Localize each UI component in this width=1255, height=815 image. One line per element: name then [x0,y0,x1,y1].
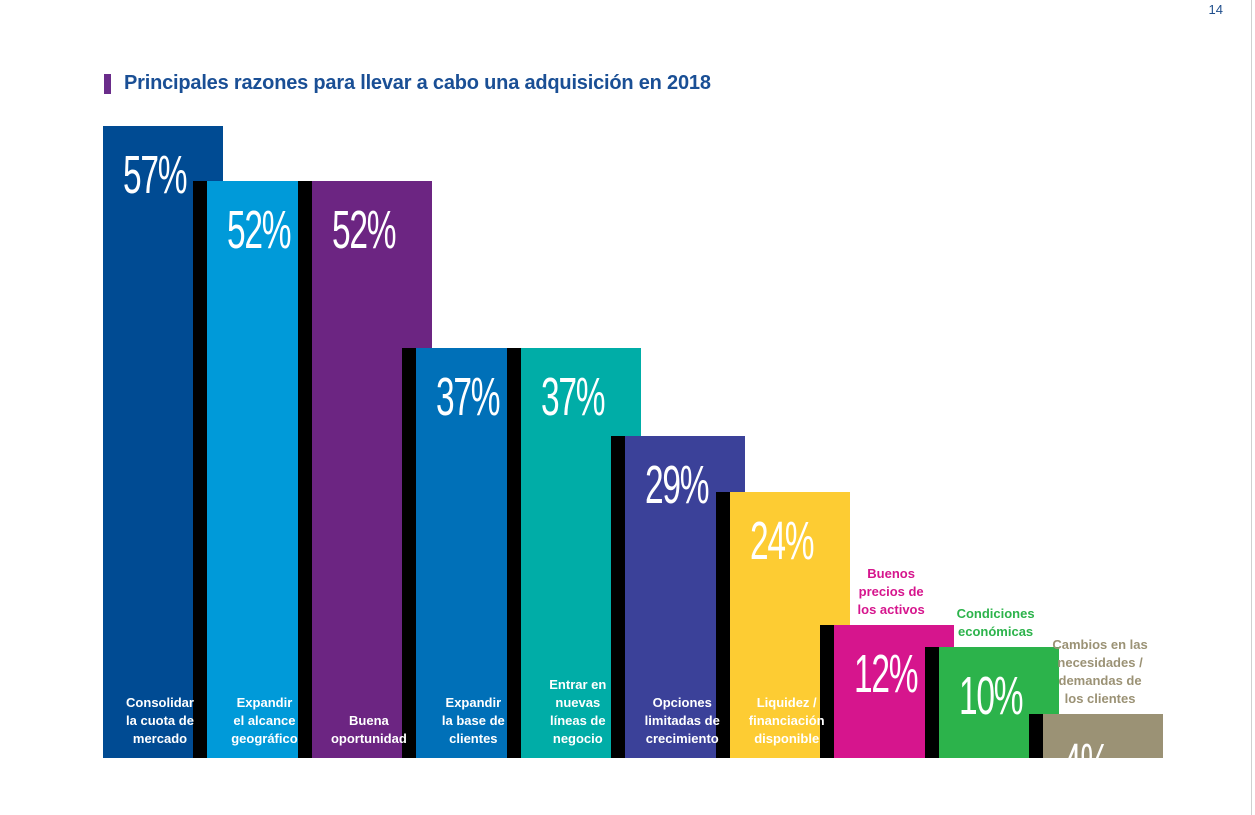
category-label-line: la base de [441,713,505,728]
category-label-line: Consolidar [126,695,194,710]
category-label-line: demandas de [1058,672,1142,688]
value-label: 52% [227,200,292,261]
bar-shadow [402,347,417,758]
value-label: 12% [854,643,919,704]
chart-title: Principales razones para llevar a cabo u… [124,72,711,94]
value-label: 10% [958,666,1024,727]
category-label: Liquidez / financiación disponible [727,694,847,748]
category-label: Consolidar la cuota de mercado [100,694,220,748]
value-label: 57% [123,145,188,205]
bar-shadow [297,181,312,758]
category-label-line: los clientes [1064,690,1136,706]
category-label: Expandir el alcance geográfico [204,694,324,748]
category-label-line: precios de [858,583,924,599]
category-label-line: mercado [132,731,188,746]
page-edge [1251,0,1252,815]
category-label-line: necesidades / [1057,654,1143,670]
category-label: Expandir la base de clientes [413,694,533,748]
category-label-line: Buena [349,713,389,728]
category-label: Cambios en las necesidades / demandas de lo… [1040,636,1160,708]
category-label-line: la cuota de [126,713,194,728]
bar-shadow [820,624,835,758]
bar-shadow [506,347,521,758]
category-label-line: crecimiento [645,731,719,746]
title-marker [104,74,111,94]
category-label-line: Opciones [652,695,712,710]
bar-shadow [611,436,626,758]
category-label-line: limitadas de [644,713,720,728]
value-label: 24% [749,510,815,571]
bar [1043,713,1164,758]
category-label-line: oportunidad [330,731,407,746]
bar-shadow [924,647,939,758]
category-label: Entrar en nuevas líneas de negocio [518,676,638,748]
category-label-line: geográfico [231,731,298,746]
category-label: Condiciones económicas [936,605,1056,641]
bar-shadow [715,491,730,758]
category-label: Opciones limitadas de crecimiento [622,694,742,748]
category-label-line: clientes [449,731,498,746]
category-label-line: Expandir [236,695,293,710]
bar-shadow [193,181,208,758]
category-label-line: Condiciones [956,606,1035,622]
value-label: 37% [540,366,606,427]
category-label-line: Entrar en [549,677,607,692]
category-label-line: disponible [754,731,820,746]
category-label-line: nuevas [555,695,601,710]
bar-shadow [1029,713,1044,758]
category-label: Buenos precios de los activos [831,565,951,619]
category-label-line: líneas de [549,713,606,728]
category-label-line: Buenos [867,565,915,581]
category-label-line: Cambios en las [1052,636,1148,652]
category-label-line: financiación [748,713,825,728]
category-label-line: negocio [552,731,603,746]
category-label-line: Liquidez / [756,695,817,710]
category-label-line: Expandir [445,695,502,710]
category-label-line: económicas [958,624,1034,640]
category-label-line: los activos [857,601,925,617]
value-label: 52% [331,200,397,261]
category-label: Buena oportunidad [309,712,429,748]
category-label-line: el alcance [233,713,296,728]
page-number: 14 [1208,2,1223,17]
value-label: 37% [436,366,501,427]
value-label: 29% [645,455,710,516]
value-label: 4% [1063,732,1110,793]
